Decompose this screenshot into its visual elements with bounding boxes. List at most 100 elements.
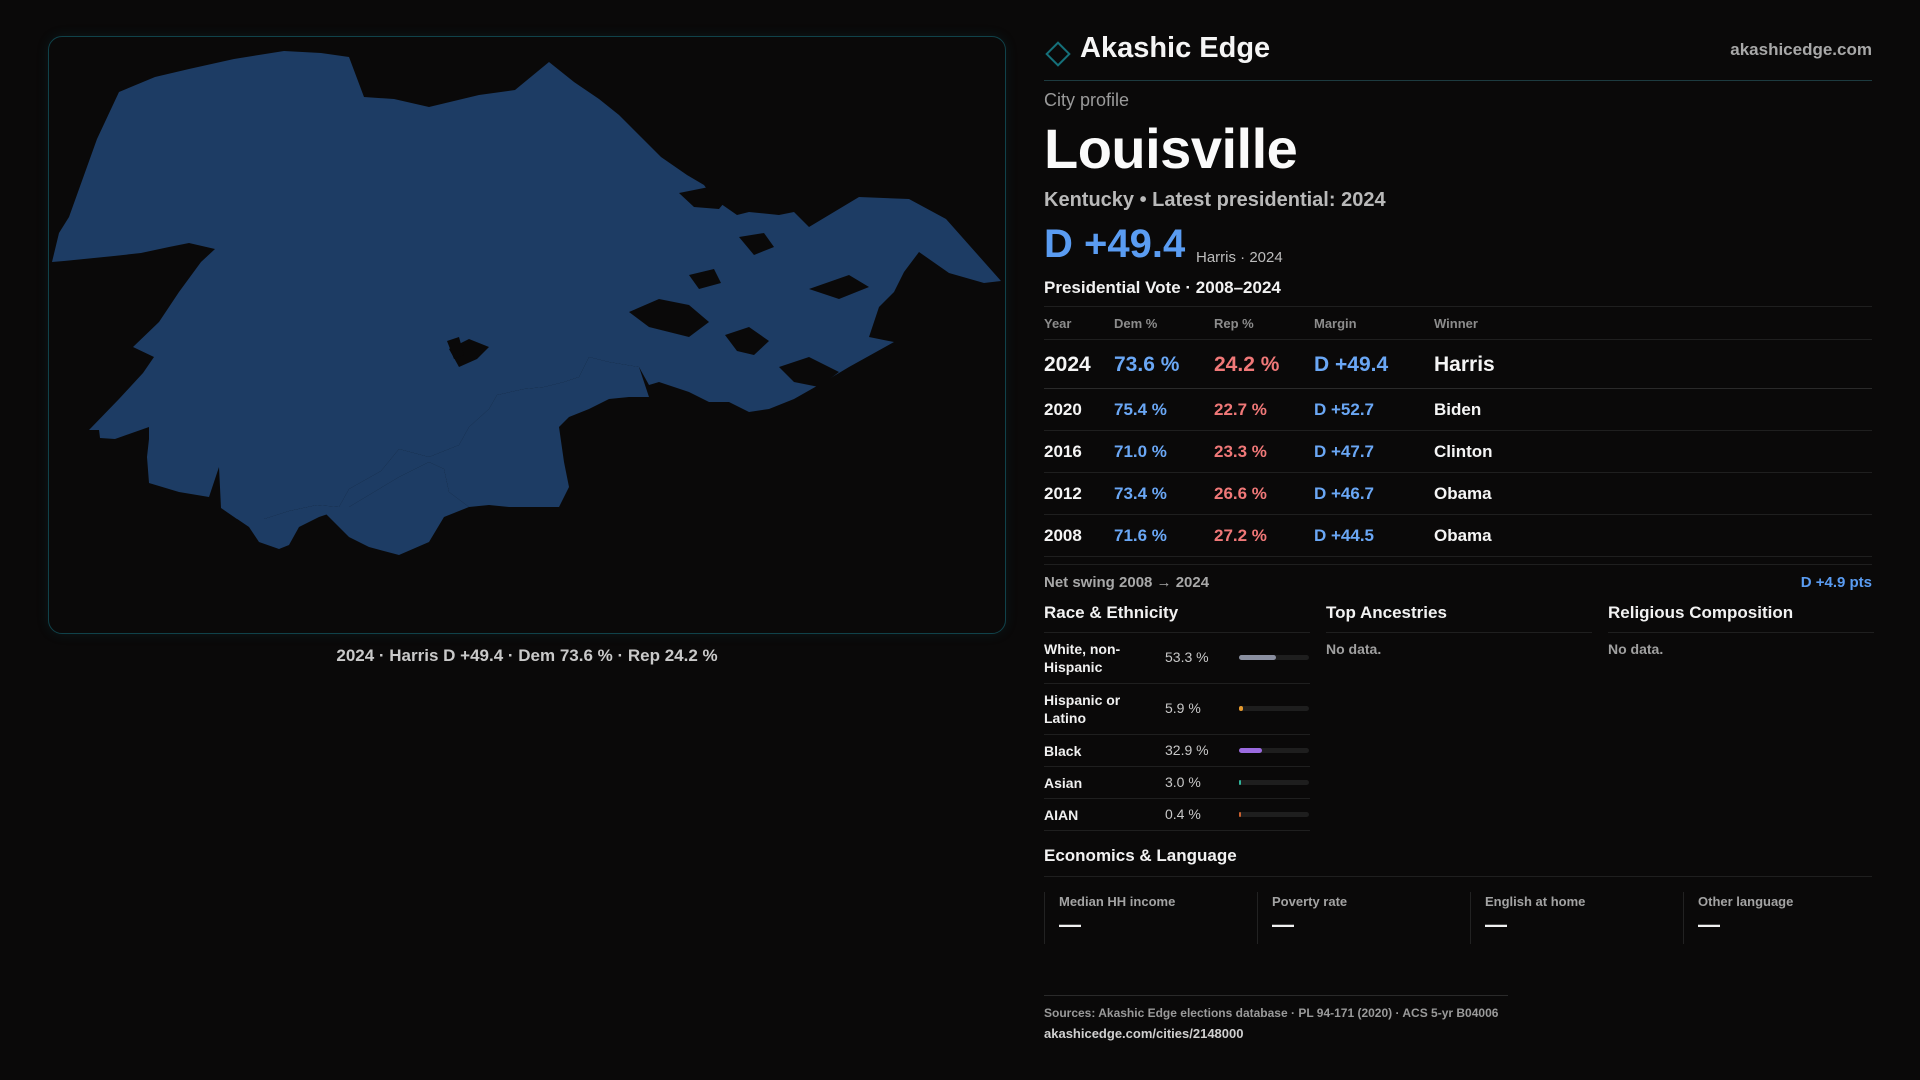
race-label: Hispanic or Latino — [1044, 692, 1121, 726]
economics-section-title: Economics & Language — [1044, 846, 1872, 877]
race-pct: 32.9 % — [1165, 742, 1209, 758]
race-row: White, non-Hispanic 53.3 % — [1044, 633, 1310, 684]
race-bar-fill — [1239, 748, 1262, 753]
map-inlet — [679, 187, 729, 209]
econ-cell-income: Median HH income — — [1044, 892, 1235, 944]
table-row: 2020 75.4 % 22.7 % D +52.7 Biden — [1044, 389, 1872, 431]
cell-winner: Clinton — [1434, 442, 1493, 461]
header-dem: Dem % — [1114, 316, 1158, 331]
race-bar-fill — [1239, 655, 1276, 660]
cell-year: 2020 — [1044, 400, 1082, 419]
brand-name: Akashic Edge — [1080, 32, 1271, 64]
cell-year: 2008 — [1044, 526, 1082, 545]
religion-empty-message: No data. — [1608, 641, 1664, 657]
table-row: 2012 73.4 % 26.6 % D +46.7 Obama — [1044, 473, 1872, 515]
cell-dem: 75.4 % — [1114, 400, 1167, 419]
econ-cell-english: English at home — — [1470, 892, 1661, 944]
cell-rep: 24.2 % — [1214, 353, 1280, 376]
race-bar-track — [1239, 748, 1309, 753]
race-bar-fill — [1239, 706, 1243, 711]
race-bar-track — [1239, 812, 1309, 817]
map-inlet — [725, 327, 769, 355]
vote-table: Year Dem % Rep % Margin Winner 2024 73.6… — [1044, 306, 1872, 557]
cell-dem: 73.6 % — [1114, 353, 1180, 376]
econ-value: — — [1698, 912, 1720, 937]
econ-cell-other-language: Other language — — [1683, 892, 1874, 944]
ancestries-section: Top Ancestries No data. — [1326, 602, 1592, 657]
race-ethnicity-section: Race & Ethnicity White, non-Hispanic 53.… — [1044, 602, 1310, 831]
race-section-title: Race & Ethnicity — [1044, 602, 1310, 633]
map-inlet — [779, 357, 839, 387]
cell-winner: Biden — [1434, 400, 1482, 419]
city-boundary-shape — [319, 462, 469, 555]
race-row: Asian 3.0 % — [1044, 767, 1310, 799]
sources-footer: Sources: Akashic Edge elections database… — [1044, 995, 1508, 1041]
race-row: Hispanic or Latino 5.9 % — [1044, 684, 1310, 735]
city-map[interactable] — [48, 36, 1006, 634]
vote-section-title: Presidential Vote · 2008–2024 — [1044, 278, 1281, 297]
cell-rep: 23.3 % — [1214, 442, 1267, 461]
econ-label: Poverty rate — [1272, 894, 1348, 909]
race-bar-track — [1239, 706, 1309, 711]
city-boundary-shape — [52, 51, 1001, 519]
race-pct: 0.4 % — [1165, 806, 1201, 822]
brand-link[interactable]: akashicedge.com — [1730, 40, 1872, 59]
table-row: 2024 73.6 % 24.2 % D +49.4 Harris — [1044, 340, 1872, 389]
net-swing-value: D +4.9 pts — [1800, 574, 1872, 591]
econ-value: — — [1272, 912, 1294, 937]
cell-margin: D +52.7 — [1314, 400, 1375, 419]
econ-value: — — [1059, 912, 1081, 937]
econ-label: Other language — [1698, 894, 1794, 909]
cell-year: 2016 — [1044, 442, 1082, 461]
race-label: White, non-Hispanic — [1044, 641, 1121, 675]
page-title: Louisville — [1044, 117, 1298, 180]
race-label: Black — [1044, 743, 1082, 759]
map-inlet — [447, 337, 464, 359]
cell-year: 2012 — [1044, 484, 1082, 503]
race-row: Black 32.9 % — [1044, 735, 1310, 767]
religion-section-title: Religious Composition — [1608, 602, 1874, 633]
page-eyebrow: City profile — [1044, 90, 1130, 110]
cell-dem: 73.4 % — [1114, 484, 1167, 503]
map-inlet — [739, 233, 774, 255]
race-label: Asian — [1044, 775, 1083, 791]
cell-margin: D +47.7 — [1314, 442, 1375, 461]
cell-dem: 71.0 % — [1114, 442, 1167, 461]
cell-rep: 22.7 % — [1214, 400, 1267, 419]
cell-margin: D +46.7 — [1314, 484, 1375, 503]
headline-note: Harris · 2024 — [1196, 249, 1283, 266]
city-boundary-shape — [221, 357, 649, 549]
ancestries-section-title: Top Ancestries — [1326, 602, 1592, 633]
header-margin: Margin — [1314, 316, 1357, 331]
page-subtitle: Kentucky • Latest presidential: 2024 — [1044, 189, 1386, 211]
brand-header: Akashic Edge akashicedge.com — [1044, 30, 1872, 81]
diamond-icon — [1045, 41, 1071, 67]
race-bar-fill — [1239, 812, 1241, 817]
net-swing-row: Net swing 2008 → 2024 D +4.9 pts — [1044, 564, 1872, 601]
cell-rep: 26.6 % — [1214, 484, 1267, 503]
map-inlet — [629, 299, 709, 337]
race-pct: 3.0 % — [1165, 774, 1201, 790]
net-swing-label: Net swing 2008 → 2024 — [1044, 574, 1210, 591]
cell-winner: Obama — [1434, 526, 1492, 545]
religion-section: Religious Composition No data. — [1608, 602, 1874, 657]
sources-text: Sources: Akashic Edge elections database… — [1044, 1006, 1499, 1020]
headline-margin: D +49.4 — [1044, 222, 1186, 266]
sources-link[interactable]: akashicedge.com/cities/2148000 — [1044, 1026, 1244, 1041]
race-bar-fill — [1239, 780, 1241, 785]
cell-winner: Harris — [1434, 353, 1495, 376]
header-rep: Rep % — [1214, 316, 1254, 331]
race-pct: 53.3 % — [1165, 649, 1209, 665]
cell-year: 2024 — [1044, 353, 1091, 376]
economics-grid: Median HH income — Poverty rate — Englis… — [1044, 892, 1872, 944]
cell-rep: 27.2 % — [1214, 526, 1267, 545]
race-bar-track — [1239, 655, 1309, 660]
table-row: 2008 71.6 % 27.2 % D +44.5 Obama — [1044, 515, 1872, 557]
city-boundary-map — [52, 51, 1001, 555]
race-bar-track — [1239, 780, 1309, 785]
map-inlet — [809, 275, 869, 299]
race-label: AIAN — [1044, 807, 1079, 823]
header-year: Year — [1044, 316, 1072, 331]
econ-label: Median HH income — [1059, 894, 1176, 909]
econ-cell-poverty: Poverty rate — — [1257, 892, 1448, 944]
